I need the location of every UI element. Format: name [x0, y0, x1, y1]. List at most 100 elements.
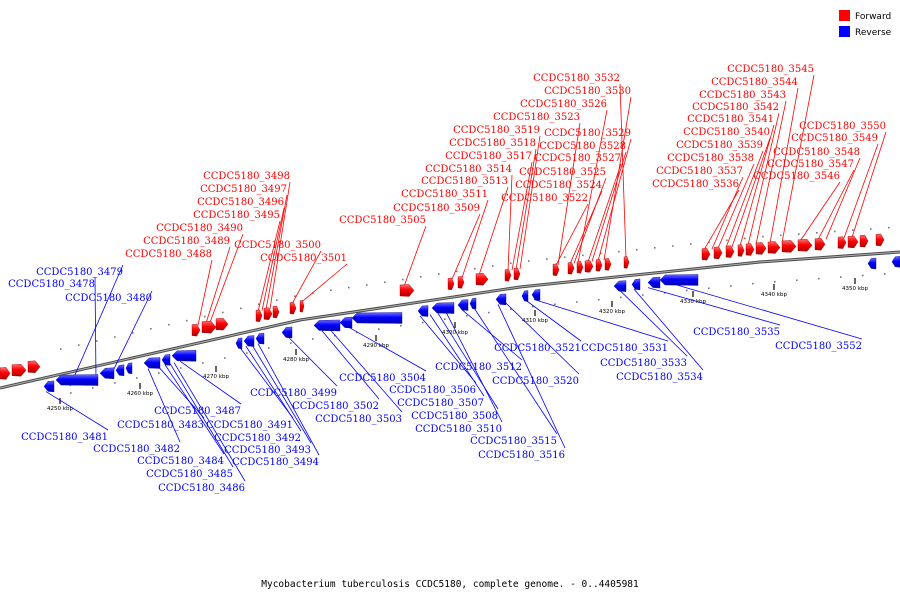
reverse-gene-label: CCDC5180_3486 — [158, 483, 245, 494]
forward-gene-arrow — [875, 233, 885, 247]
forward-gene-label: CCDC5180_3517 — [445, 151, 532, 162]
reverse-gene-arrow — [659, 274, 699, 286]
reverse-gene-label: CCDC5180_3478 — [8, 279, 95, 290]
forward-gene-label: CCDC5180_3543 — [699, 90, 786, 101]
forward-gene-arrow — [255, 309, 263, 323]
reverse-gene-label: CCDC5180_3492 — [214, 433, 301, 444]
forward-gene-arrow — [584, 260, 594, 273]
forward-gene-label: CCDC5180_3538 — [667, 153, 754, 164]
forward-gene-label: CCDC5180_3505 — [339, 215, 426, 226]
forward-gene-label: CCDC5180_3529 — [544, 128, 631, 139]
scale-tick-label: 4340 kbp — [761, 292, 787, 298]
forward-gene-arrow — [215, 317, 229, 331]
forward-gene-label: CCDC5180_3547 — [767, 159, 854, 170]
forward-gene-label: CCDC5180_3524 — [515, 180, 602, 191]
forward-gene-label: CCDC5180_3539 — [676, 140, 763, 151]
reverse-gene-arrow — [613, 280, 627, 292]
forward-gene-arrow — [299, 299, 305, 313]
forward-gene-label: CCDC5180_3513 — [421, 176, 508, 187]
forward-gene-arrow — [475, 272, 489, 286]
forward-gene-arrow — [272, 305, 280, 319]
forward-gene-label: CCDC5180_3549 — [791, 133, 878, 144]
reverse-gene-label: CCDC5180_3510 — [415, 424, 502, 435]
reverse-gene-arrow — [351, 312, 403, 324]
reverse-gene-label: CCDC5180_3534 — [616, 372, 703, 383]
reverse-gene-arrow — [125, 362, 133, 374]
forward-gene-label: CCDC5180_3523 — [493, 112, 580, 123]
reverse-gene-label: CCDC5180_3504 — [339, 373, 426, 384]
reverse-gene-label: CCDC5180_3507 — [397, 398, 484, 409]
reverse-gene-label: CCDC5180_3484 — [137, 456, 224, 467]
forward-gene-arrow — [767, 241, 781, 254]
forward-gene-arrow — [837, 236, 847, 249]
reverse-gene-arrow — [43, 380, 55, 393]
reverse-gene-arrow — [891, 256, 900, 268]
forward-gene-label: CCDC5180_3541 — [687, 114, 774, 125]
forward-gene-label: CCDC5180_3522 — [501, 193, 588, 204]
forward-gene-label: CCDC5180_3497 — [200, 184, 287, 195]
reverse-gene-arrow — [161, 354, 171, 366]
forward-gene-label: CCDC5180_3511 — [401, 189, 488, 200]
reverse-gene-label: CCDC5180_3483 — [117, 420, 204, 431]
legend-forward-swatch — [839, 10, 850, 21]
forward-gene-arrow — [289, 301, 297, 315]
reverse-gene-label: CCDC5180_3503 — [315, 414, 402, 425]
forward-gene-arrow — [713, 246, 723, 260]
forward-gene-label: CCDC5180_3525 — [519, 167, 606, 178]
reverse-gene-label: CCDC5180_3494 — [232, 457, 319, 468]
reverse-gene-arrow — [631, 278, 641, 291]
forward-gene-label: CCDC5180_3488 — [125, 249, 212, 260]
forward-gene-arrow — [27, 360, 41, 373]
forward-gene-label: CCDC5180_3501 — [260, 253, 347, 264]
forward-gene-arrow — [725, 245, 735, 258]
scale-tick-label: 4270 kbp — [203, 374, 229, 380]
forward-gene-label: CCDC5180_3495 — [193, 210, 280, 221]
forward-gene-arrow — [576, 261, 584, 274]
forward-gene-arrow — [513, 267, 521, 281]
forward-gene-arrow — [0, 367, 11, 380]
scale-tick-label: 4290 kbp — [363, 343, 389, 349]
forward-gene-arrow — [201, 320, 217, 334]
legend-reverse-swatch — [839, 26, 850, 37]
gene-labels: CCDC5180_3488 CCDC5180_3489 CCDC5180_3490 C… — [8, 64, 886, 494]
forward-gene-label: CCDC5180_3509 — [393, 203, 480, 214]
forward-gene-label: CCDC5180_3519 — [453, 125, 540, 136]
forward-gene-label: CCDC5180_3544 — [711, 77, 798, 88]
scale-tick-label: 4350 kbp — [842, 286, 868, 292]
reverse-gene-arrow — [531, 289, 541, 301]
reverse-gene-arrow — [235, 337, 243, 350]
forward-gene-label: CCDC5180_3540 — [683, 127, 770, 138]
reverse-gene-label: CCDC5180_3479 — [36, 267, 123, 278]
scale-tick-label: 4310 kbp — [522, 318, 548, 324]
reverse-gene-label: CCDC5180_3512 — [435, 362, 522, 373]
scale-tick-label: 4280 kbp — [283, 357, 309, 363]
forward-gene-arrow — [737, 244, 745, 257]
reverse-gene-label: CCDC5180_3502 — [292, 401, 379, 412]
reverse-gene-arrow — [339, 316, 353, 329]
reverse-gene-label: CCDC5180_3521 — [494, 343, 581, 354]
forward-gene-arrow — [552, 263, 560, 276]
forward-gene-arrow — [399, 284, 415, 297]
reverse-gene-arrow — [99, 367, 115, 379]
forward-gene-arrow — [623, 256, 630, 269]
reverse-gene-label: CCDC5180_3491 — [206, 420, 293, 431]
forward-gene-label: CCDC5180_3500 — [234, 240, 321, 251]
reverse-gene-arrow — [417, 305, 429, 317]
reverse-gene-label: CCDC5180_3482 — [93, 444, 180, 455]
reverse-gene-label: CCDC5180_3481 — [21, 432, 108, 443]
track-dots — [60, 226, 890, 394]
forward-gene-arrow — [847, 235, 859, 249]
forward-gene-label: CCDC5180_3548 — [773, 147, 860, 158]
forward-gene-arrow — [604, 258, 612, 271]
forward-gene-label: CCDC5180_3489 — [143, 236, 230, 247]
forward-gene-label: CCDC5180_3496 — [197, 197, 284, 208]
reverse-gene-label: CCDC5180_3535 — [693, 327, 780, 338]
forward-gene-label: CCDC5180_3546 — [753, 171, 840, 182]
reverse-gene-label: CCDC5180_3552 — [775, 341, 862, 352]
forward-gene-label: CCDC5180_3542 — [692, 102, 779, 113]
forward-gene-label: CCDC5180_3518 — [449, 138, 536, 149]
reverse-gene-label: CCDC5180_3487 — [154, 406, 241, 417]
reverse-gene-arrow — [495, 293, 507, 306]
forward-gene-label: CCDC5180_3527 — [534, 153, 621, 164]
